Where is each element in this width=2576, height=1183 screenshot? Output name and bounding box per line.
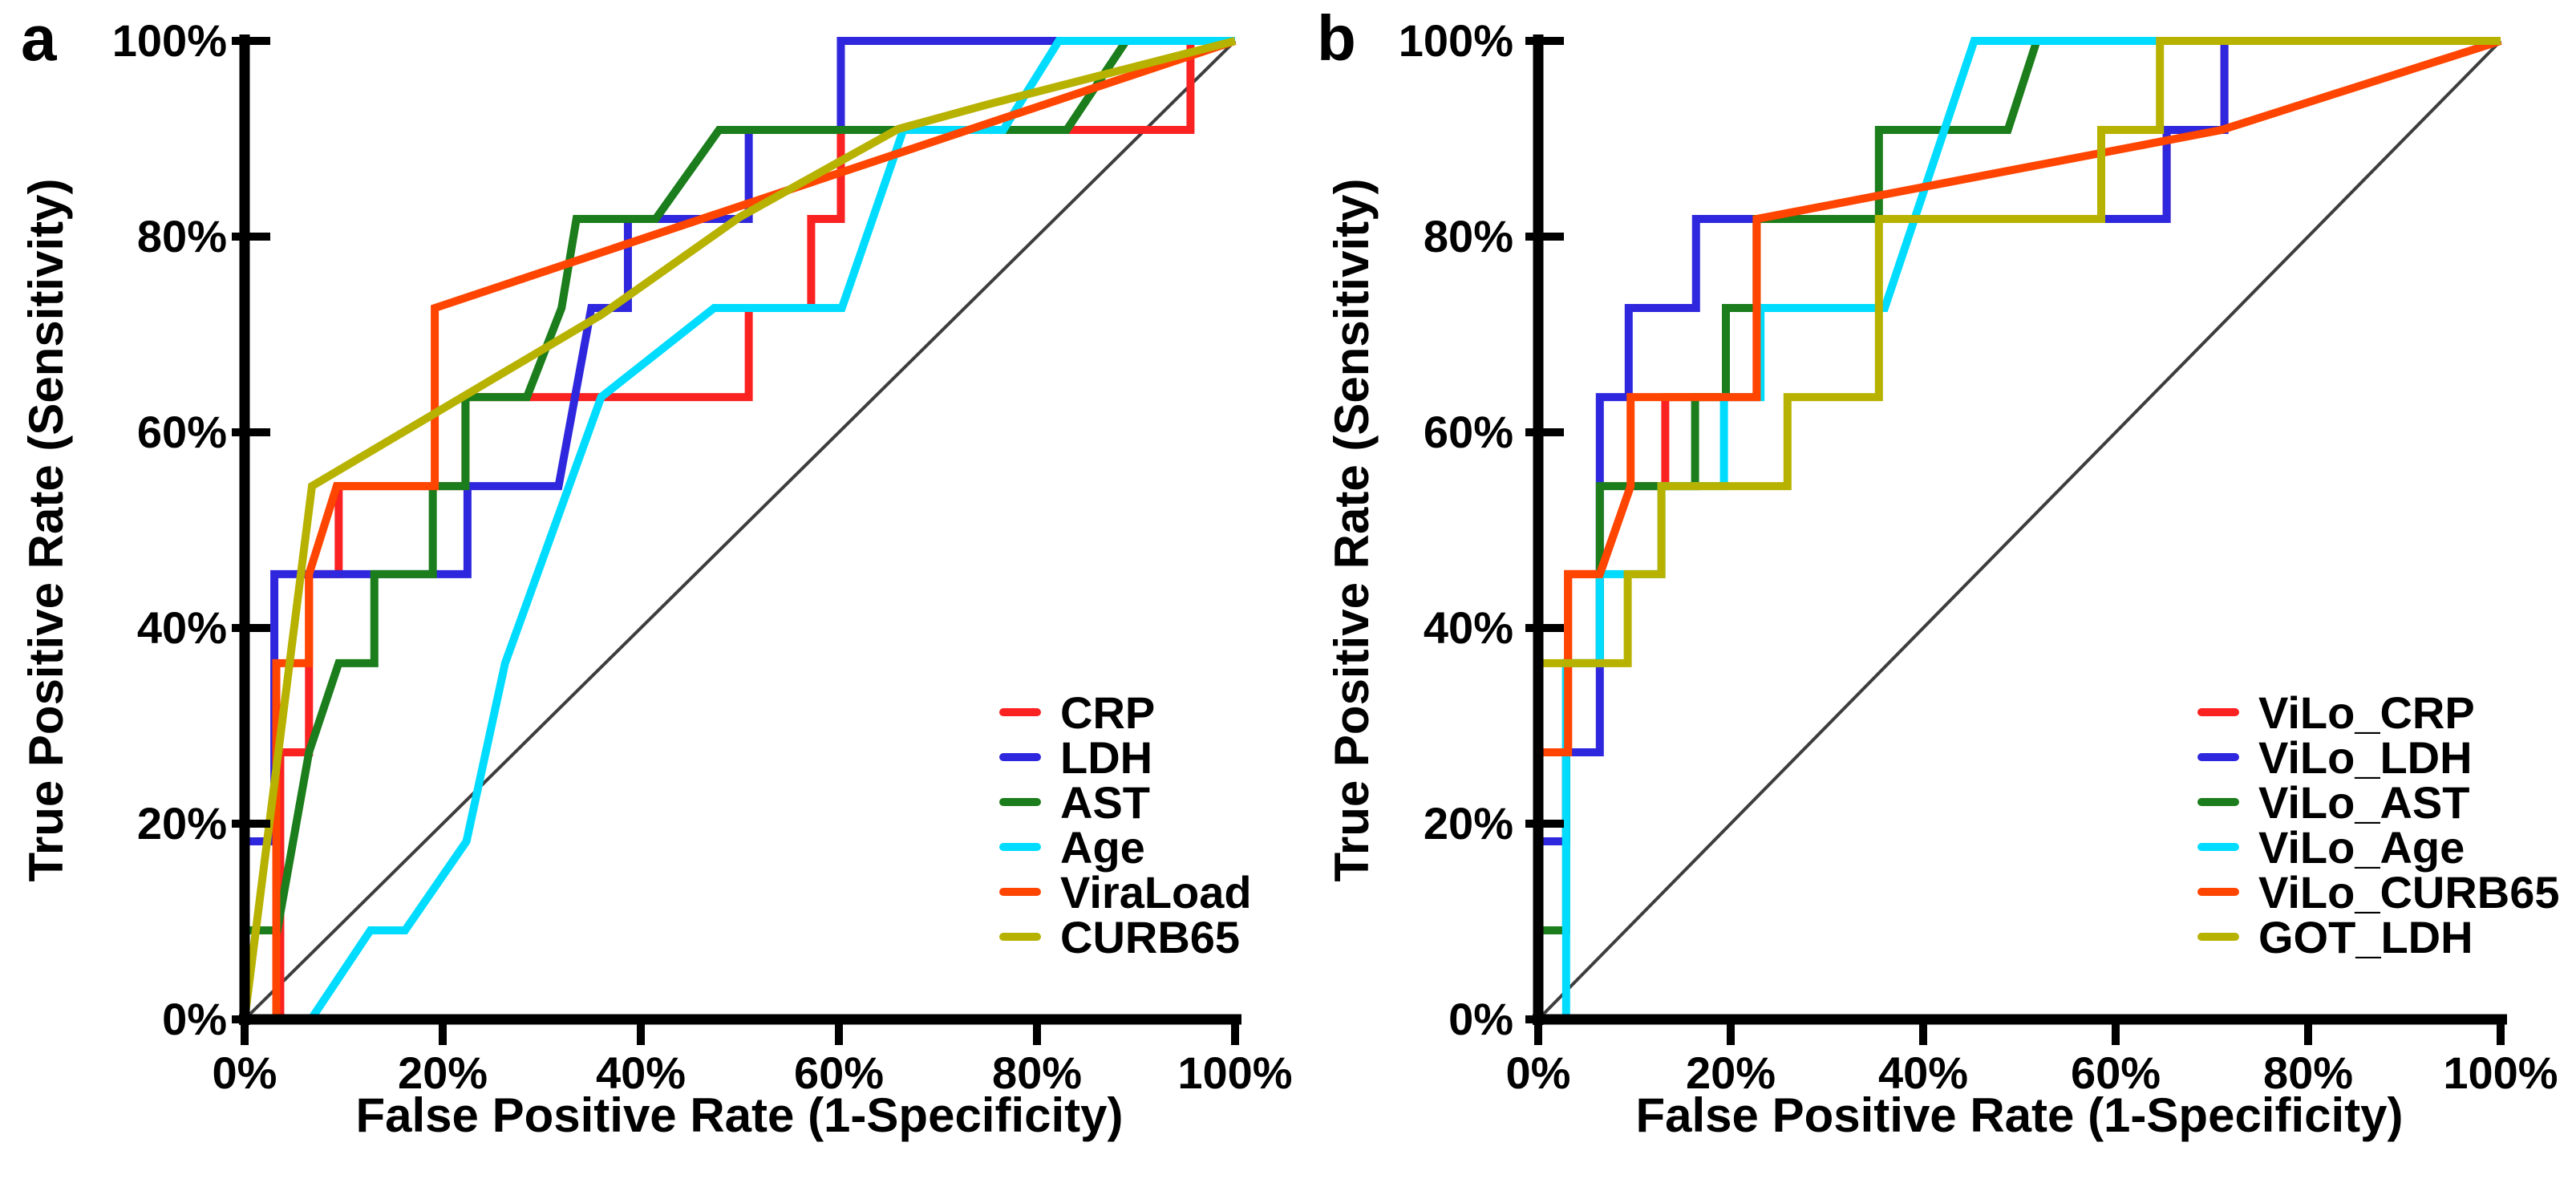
x-tick-label: 60% <box>793 1047 885 1098</box>
legend-panel-a: CRP LDH AST Age ViraLoad CURB65 <box>999 687 1252 962</box>
legend-label: ViLo_AST <box>2258 776 2470 828</box>
legend-item-vilo-ast: ViLo_AST <box>2197 777 2560 828</box>
panel-b-letter: b <box>1317 2 1356 74</box>
legend-panel-b: ViLo_CRP ViLo_LDH ViLo_AST ViLo_Age ViLo… <box>2197 687 2560 962</box>
x-tick-label: 100% <box>1177 1047 1293 1098</box>
x-tick-label: 20% <box>1685 1047 1776 1098</box>
x-tick-label: 0% <box>212 1047 277 1098</box>
y-tick-label: 100% <box>1398 15 1513 66</box>
reference-diagonal <box>1537 39 2502 1021</box>
legend-item-curb65: CURB65 <box>999 912 1252 962</box>
age-line-swatch <box>999 843 1041 851</box>
y-axis-title-panel-b: True Positive Rate (Sensitivity) <box>1325 178 1379 882</box>
y-tick-label: 40% <box>136 602 227 653</box>
legend-label: ViraLoad <box>1060 866 1252 918</box>
legend-item-vilo-age: ViLo_Age <box>2197 822 2560 873</box>
x-tick-label: 40% <box>595 1047 687 1098</box>
y-tick-label: 80% <box>1423 211 1513 261</box>
legend-item-age: Age <box>999 822 1252 873</box>
vilo-curb65-line-swatch <box>2197 888 2239 896</box>
vilo-crp-line-swatch <box>2197 708 2239 716</box>
got-ldh-line-swatch <box>2197 933 2239 941</box>
y-tick-label: 20% <box>136 798 227 849</box>
roc-curve-GOT_LDH <box>1534 37 2501 1019</box>
x-tick-label: 60% <box>2070 1047 2161 1098</box>
legend-item-ast: AST <box>999 777 1252 828</box>
y-axis-title-panel-a: True Positive Rate (Sensitivity) <box>19 178 73 882</box>
vilo-age-line-swatch <box>2197 843 2239 851</box>
legend-label: CRP <box>1060 687 1156 738</box>
legend-label: ViLo_LDH <box>2258 731 2473 783</box>
roc-curve-AST <box>241 37 1235 1019</box>
crp-line-swatch <box>999 708 1041 716</box>
legend-label: LDH <box>1060 731 1153 783</box>
roc-curve-Age <box>245 37 1235 1023</box>
x-tick-label: 80% <box>2262 1047 2354 1098</box>
legend-item-ldh: LDH <box>999 732 1252 783</box>
x-tick-label: 100% <box>2443 1047 2558 1098</box>
roc-curve-ViraLoad <box>245 37 1237 1023</box>
viraload-line-swatch <box>999 888 1041 896</box>
y-tick-label: 20% <box>1423 798 1513 849</box>
x-tick-label: 0% <box>1505 1047 1571 1098</box>
legend-label: ViLo_Age <box>2258 821 2465 873</box>
vilo-ast-line-swatch <box>2197 798 2239 806</box>
legend-label: GOT_LDH <box>2258 911 2473 962</box>
y-tick-label: 60% <box>1423 407 1513 457</box>
legend-item-vilo-crp: ViLo_CRP <box>2197 687 2560 738</box>
y-tick-label: 0% <box>162 994 227 1044</box>
x-axis-title-panel-b: False Positive Rate (1-Specificity) <box>1635 1088 2404 1142</box>
x-axis-title-panel-a: False Positive Rate (1-Specificity) <box>355 1088 1124 1142</box>
x-tick-label: 40% <box>1877 1047 1969 1098</box>
legend-item-crp: CRP <box>999 687 1252 738</box>
y-tick-label: 0% <box>1448 994 1513 1044</box>
ldh-line-swatch <box>999 753 1041 761</box>
y-tick-label: 100% <box>111 15 227 66</box>
legend-item-vilo-curb65: ViLo_CURB65 <box>2197 867 2560 918</box>
x-tick-label: 80% <box>991 1047 1083 1098</box>
ast-line-swatch <box>999 798 1041 806</box>
y-tick-label: 80% <box>136 211 227 261</box>
legend-label: Age <box>1060 821 1145 873</box>
legend-item-got-ldh: GOT_LDH <box>2197 912 2560 962</box>
y-tick-label: 40% <box>1423 602 1513 653</box>
roc-curve-CURB65 <box>241 37 1237 1020</box>
roc-curve-ViLo_CURB65 <box>1534 37 2502 1019</box>
legend-label: AST <box>1060 776 1150 828</box>
curb65-line-swatch <box>999 933 1041 941</box>
legend-item-vilo-ldh: ViLo_LDH <box>2197 732 2560 783</box>
legend-label: CURB65 <box>1060 911 1241 962</box>
legend-label: ViLo_CURB65 <box>2258 866 2560 918</box>
panel-a-letter: a <box>21 2 57 74</box>
y-tick-label: 60% <box>136 407 227 457</box>
reference-diagonal <box>243 39 1237 1021</box>
legend-item-viraload: ViraLoad <box>999 867 1252 918</box>
vilo-ldh-line-swatch <box>2197 753 2239 761</box>
legend-label: ViLo_CRP <box>2258 687 2475 738</box>
x-tick-label: 20% <box>397 1047 488 1098</box>
